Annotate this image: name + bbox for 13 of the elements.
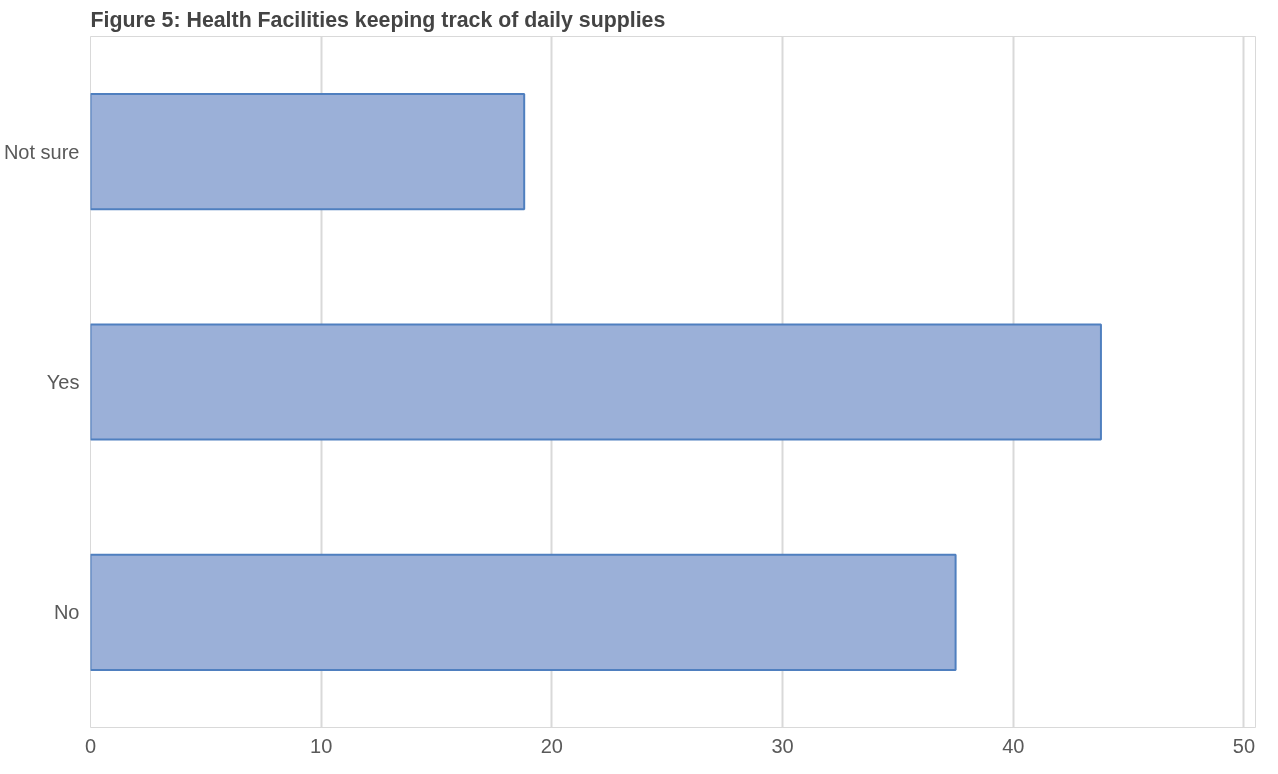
- y-tick-label: Yes: [46, 371, 80, 393]
- bar: [90, 553, 957, 671]
- y-tick-label: No: [53, 601, 80, 624]
- bar: [90, 323, 1102, 441]
- x-tick-label: 0: [84, 734, 97, 757]
- x-tick-label: 20: [540, 734, 564, 757]
- x-tick-label: 10: [310, 734, 333, 757]
- bar: [90, 93, 526, 211]
- x-tick-label: 30: [771, 734, 794, 757]
- x-tick-label: 50: [1232, 734, 1256, 757]
- x-tick-label: 40: [1002, 734, 1025, 757]
- chart-title: Figure 5: Health Facilities keeping track of daily supplies: [90, 7, 666, 32]
- y-tick-label: Not sure: [3, 140, 80, 163]
